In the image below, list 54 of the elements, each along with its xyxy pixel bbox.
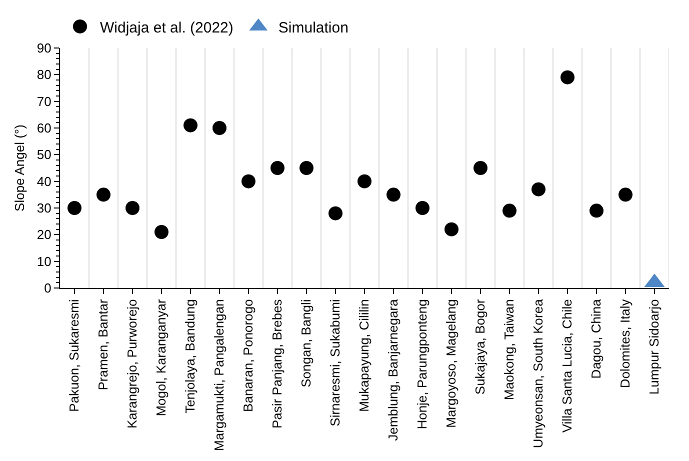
x-tick-label: Tenjolaya, Bandung (182, 299, 198, 414)
y-tick-label: 10 (36, 254, 52, 269)
point (502, 204, 516, 218)
point (474, 161, 488, 175)
y-tick-label: 20 (36, 227, 52, 242)
x-tick-label: Pasir Panjang, Brebes (270, 298, 285, 429)
legend-label: Simulation (278, 19, 348, 36)
point (154, 225, 168, 239)
point (68, 201, 82, 215)
x-tick-label: Margamukti, Pangalengan (212, 299, 227, 451)
x-tick-label: Mukapayung, Cililin (356, 299, 372, 412)
point (184, 118, 198, 132)
y-tick-label: 40 (36, 174, 52, 189)
x-tick-label: Dolomites, Italy (618, 298, 633, 388)
point (386, 188, 400, 202)
point (618, 188, 632, 202)
x-tick-label: Lumpur Sidoarjo (646, 299, 662, 395)
point (532, 182, 546, 196)
point (96, 188, 110, 202)
y-axis-title: Slope Angel (°) (12, 124, 27, 212)
point (328, 206, 342, 220)
point (242, 174, 256, 188)
x-tick-label: Honje, Parungponteng (414, 299, 430, 430)
x-tick-label: Umyeonsan, South Korea (530, 298, 546, 448)
y-tick-label: 70 (36, 94, 52, 109)
x-tick-label: Karangrejo, Purworejo (124, 299, 140, 429)
x-tick-label: Villa Santa Lucia, Chile (560, 299, 575, 433)
x-tick-label: Jemblung, Banjarnegara (386, 298, 401, 441)
point (560, 70, 574, 84)
x-tick-label: Pakuon, Sukaresmi (66, 299, 82, 412)
x-tick-label: Sirnaresmi, Sukabumi (328, 299, 343, 426)
point (270, 161, 284, 175)
x-tick-label: Banaran, Ponorogo (240, 299, 256, 412)
y-tick-label: 30 (36, 200, 52, 216)
point (300, 161, 314, 175)
x-tick-label: Margoyoso, Magelang (444, 299, 459, 428)
x-tick-label: Songan, Bangli (298, 299, 314, 388)
x-tick-label: Pramen, Bantar (96, 298, 111, 390)
point (590, 204, 604, 218)
x-tick-label: Sukajaya, Bogor (472, 298, 488, 395)
point (358, 174, 372, 188)
point (444, 222, 458, 236)
x-tick-label: Mogol, Karanganyar (154, 298, 169, 416)
y-tick-label: 90 (36, 40, 52, 56)
legend-label: Widjaja et al. (2022) (100, 19, 234, 36)
y-tick-label: 80 (36, 67, 52, 82)
y-tick-label: 0 (44, 280, 52, 296)
x-tick-label: Maokong, Taiwan (502, 299, 517, 400)
y-tick-label: 60 (36, 120, 52, 136)
point (212, 121, 226, 135)
point (126, 201, 140, 215)
y-tick-label: 50 (36, 147, 52, 162)
point (416, 201, 430, 215)
x-tick-label: Dagou, China (588, 298, 604, 379)
